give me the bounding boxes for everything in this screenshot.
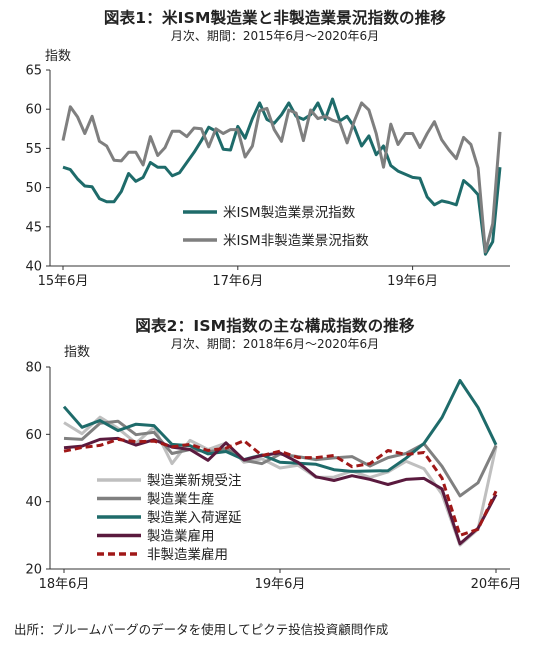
chart2-y-tick-label: 80 [25, 361, 42, 376]
chart2-legend-label: 非製造業雇用 [147, 546, 228, 563]
chart1-legend-label: 米ISM非製造業景況指数 [223, 233, 369, 249]
chart2-series-line-5 [63, 437, 498, 537]
chart1-x-tick-label: 15年6月 [38, 274, 89, 289]
chart2-y-tick-label: 20 [25, 563, 42, 578]
chart2-legend-label: 製造業生産 [147, 492, 215, 508]
chart2-series-line-4 [63, 436, 498, 546]
chart2-title: 図表2：ISM指数の主な構成指数の推移 [135, 317, 415, 335]
chart2-y-tick-label: 60 [25, 428, 42, 443]
chart2-y-tick-label: 40 [25, 495, 42, 510]
chart1-x-tick-label: 19年6月 [387, 274, 438, 289]
chart2-plot: 20 40 60 80 指数 18年6月 19年6月 20年6月 製造業新規受注製造業生産製造業… [25, 345, 522, 592]
chart1-x-tick-label: 17年6月 [212, 274, 263, 289]
chart2-legend-label: 製造業入荷遅延 [147, 510, 242, 526]
source-note: 出所：ブルームバーグのデータを使用してピクテ投信投資顧問作成 [14, 622, 389, 637]
chart1-y-tick-label: 50 [25, 181, 42, 196]
chart1-series-line-1 [62, 97, 502, 256]
chart2-series-line-3 [62, 379, 498, 473]
chart2-legend-label: 製造業新規受注 [147, 473, 242, 489]
chart1-y-tick-label: 45 [25, 220, 42, 235]
chart1-y-tick-label: 40 [25, 260, 42, 275]
chart2-series-line-1 [63, 415, 498, 547]
chart2-subtitle: 月次、期間：2018年6月～2020年6月 [170, 337, 380, 351]
chart1-title: 図表1：米ISM製造業と非製造業景況指数の推移 [103, 9, 447, 27]
chart1-legend-label: 米ISM製造業景況指数 [223, 205, 356, 221]
chart2-x-tick-label: 20年6月 [471, 577, 522, 592]
chart2-x-tick-label: 18年6月 [39, 577, 90, 592]
chart1-y-tick-label: 65 [25, 64, 42, 79]
chart1-series-line-2 [61, 101, 502, 254]
chart2-legend-label: 製造業雇用 [147, 528, 215, 545]
chart1-y-tick-label: 60 [25, 103, 42, 118]
chart1-ylabel: 指数 [45, 49, 71, 64]
chart1-y-tick-label: 55 [25, 142, 42, 157]
chart1-subtitle: 月次、期間：2015年6月～2020年6月 [170, 29, 380, 43]
chart2-ylabel: 指数 [64, 345, 90, 360]
chart2-x-tick-label: 19年6月 [255, 577, 306, 592]
